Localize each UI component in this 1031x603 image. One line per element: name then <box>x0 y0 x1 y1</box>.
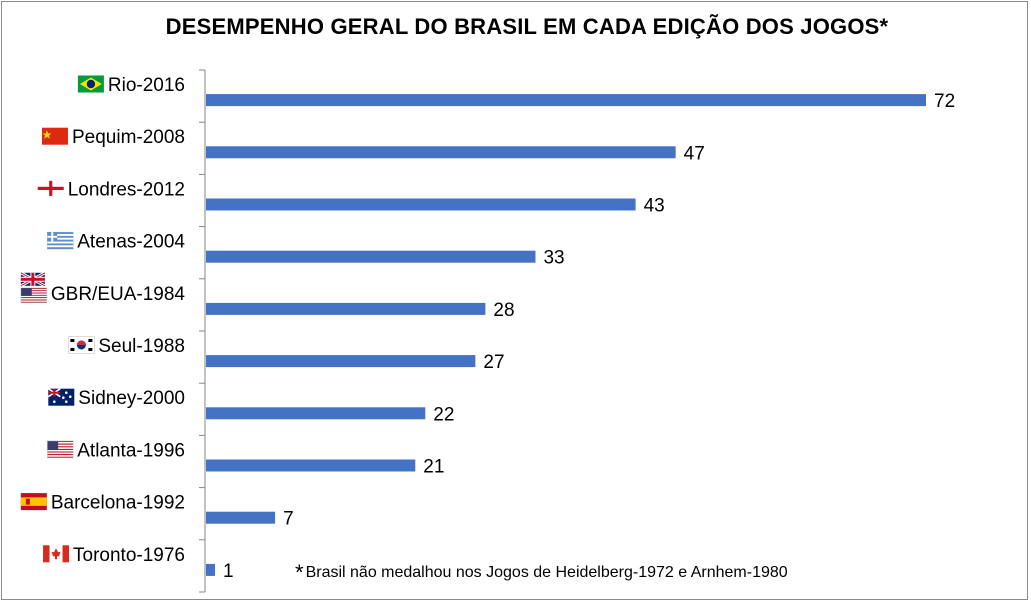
spain-flag-icon <box>20 493 47 511</box>
data-label: 22 <box>433 404 454 425</box>
bar-rio-2016 <box>206 94 926 107</box>
data-label: 21 <box>423 457 444 478</box>
category-label: Atlanta-1996 <box>77 440 185 461</box>
bar-sidney-2000 <box>206 407 426 420</box>
data-label: 33 <box>543 248 564 269</box>
england-flag-icon <box>37 180 64 196</box>
category-label: Toronto-1976 <box>73 545 185 566</box>
data-label: 7 <box>283 509 294 530</box>
footnote-text: Brasil não medalhou nos Jogos de Heidelb… <box>305 564 788 581</box>
usa-flag-icon <box>47 440 74 459</box>
canada-flag-icon <box>43 545 70 563</box>
data-label: 27 <box>483 352 504 373</box>
category-label: Rio-2016 <box>108 75 185 96</box>
bar-pequim-2008 <box>206 146 676 159</box>
bar-atenas-2004 <box>206 250 536 263</box>
australia-flag-icon <box>47 388 75 406</box>
footnote: * Brasil não medalhou nos Jogos de Heidel… <box>295 560 788 586</box>
category-label: GBR/EUA-1984 <box>51 284 186 305</box>
data-label: 28 <box>493 300 514 321</box>
data-label: 43 <box>644 196 665 217</box>
category-label: Barcelona-1992 <box>51 493 185 514</box>
category-label: Londres-2012 <box>68 179 185 200</box>
brazil-flag-icon <box>77 75 104 93</box>
bar-gbr-eua-1984 <box>206 302 486 315</box>
bar-toronto-1976 <box>206 563 216 576</box>
greece-flag-icon <box>47 231 74 250</box>
bar-seul-1988 <box>206 355 476 368</box>
category-label: Seul-1988 <box>98 336 185 357</box>
china-flag-icon <box>41 127 68 145</box>
data-label: 1 <box>223 561 234 582</box>
category-label: Pequim-2008 <box>72 127 185 148</box>
bar-barcelona-1992 <box>206 511 276 524</box>
category-label: Atenas-2004 <box>77 232 185 253</box>
bar-londres-2012 <box>206 198 636 211</box>
bar-atlanta-1996 <box>206 459 416 472</box>
chart-title: DESEMPENHO GERAL DO BRASIL EM CADA EDIÇÃ… <box>165 14 889 39</box>
footnote-asterisk: * <box>295 560 304 585</box>
south-korea-flag-icon <box>68 336 95 354</box>
data-label: 72 <box>934 91 955 112</box>
category-label: Sidney-2000 <box>78 388 185 409</box>
uk-usa-flags-icon <box>20 271 48 304</box>
data-label: 47 <box>684 143 705 164</box>
